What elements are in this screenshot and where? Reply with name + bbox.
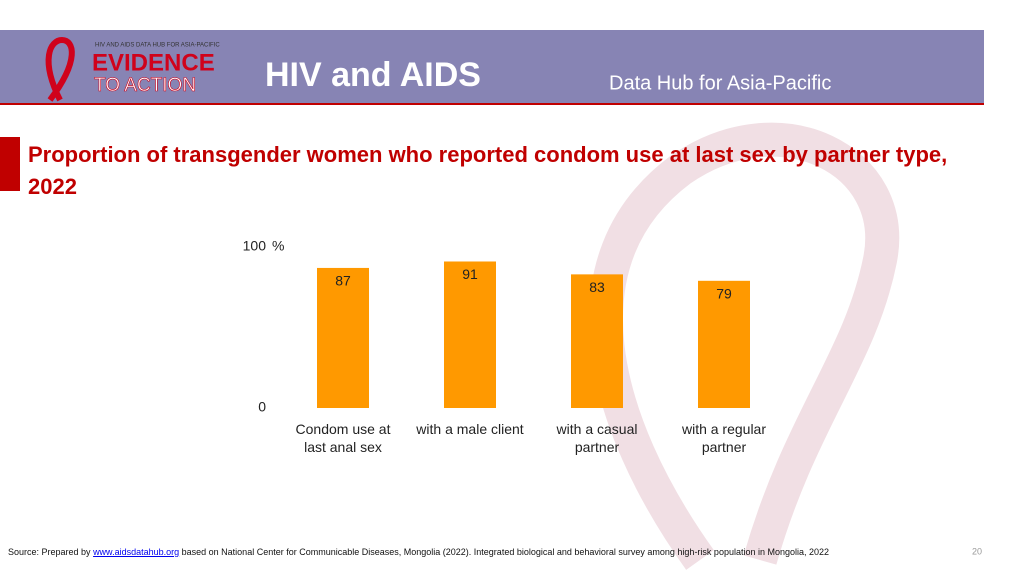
x-tick-label: with a casual partner xyxy=(556,421,638,455)
bar xyxy=(698,280,750,408)
page-number: 20 xyxy=(972,546,982,556)
value-label: 79 xyxy=(716,286,732,302)
source: Source: Prepared by www.aidsdatahub.org … xyxy=(8,547,829,557)
x-tick-label: Condom use at last anal sex xyxy=(295,421,391,455)
header-subtitle: Data Hub for Asia-Pacific xyxy=(609,72,831,94)
logo-ribbon xyxy=(45,36,75,102)
source-link[interactable]: www.aidsdatahub.org xyxy=(93,547,180,557)
value-label: 87 xyxy=(335,273,351,289)
logo-line: EVIDENCE xyxy=(92,49,215,76)
title-accent xyxy=(0,137,20,191)
x-tick-label: with a regular partner xyxy=(681,421,767,455)
y-tick-label: 0 xyxy=(258,399,266,415)
x-tick-label: with a male client xyxy=(416,421,524,437)
chart-title: Proportion of transgender women who repo… xyxy=(28,142,948,199)
y-tick-label: 100 xyxy=(243,238,267,254)
bar xyxy=(571,274,623,408)
bar xyxy=(317,267,369,408)
value-label: 91 xyxy=(462,266,478,282)
header-band xyxy=(0,30,984,104)
header-title: HIV and AIDS xyxy=(265,56,481,94)
source-text: based on National Center for Communicabl… xyxy=(181,547,830,557)
value-label: 83 xyxy=(589,279,605,295)
logo-tagline: HIV AND AIDS DATA HUB FOR ASIA-PACIFIC xyxy=(95,43,220,49)
bar xyxy=(444,261,496,408)
header-rule xyxy=(0,103,984,105)
y-unit: % xyxy=(272,238,284,254)
source-text: Source: Prepared by xyxy=(8,547,91,557)
logo-line: TO ACTION xyxy=(94,75,196,96)
